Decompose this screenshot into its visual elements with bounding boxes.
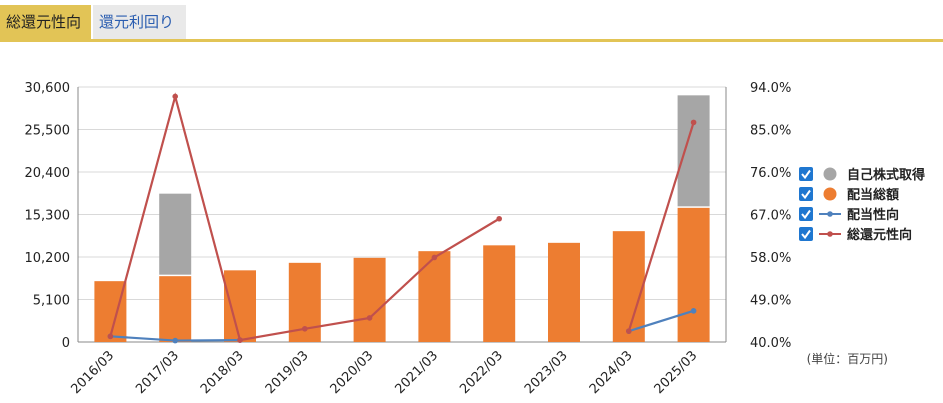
left-axis-tick-label: 15,300 [25, 209, 71, 224]
left-axis-tick-label: 5,100 [33, 294, 70, 309]
left-axis-tick-label: 10,200 [25, 251, 71, 266]
legend-label: 総還元性向 [847, 227, 912, 243]
right-axis-tick-label: 76.0% [750, 166, 791, 181]
dividend-bar[interactable] [94, 281, 127, 342]
legend-marker-dot [827, 211, 833, 217]
total-return-ratio-point[interactable] [366, 315, 373, 321]
legend-marker [823, 187, 837, 201]
x-axis-tick-label: 2016/03 [68, 348, 117, 397]
total-return-ratio-point[interactable] [107, 333, 114, 340]
x-axis-tick-label: 2017/03 [133, 348, 182, 397]
total-return-ratio-line [627, 122, 695, 332]
x-axis-tick-label: 2019/03 [263, 348, 312, 397]
dividend-bar[interactable] [224, 270, 256, 342]
dividend-bar[interactable] [353, 257, 386, 342]
tab-bar: 総還元性向 還元利回り [0, 0, 943, 42]
check-icon [801, 169, 811, 180]
legend-label: 配当総額 [847, 187, 899, 203]
total-return-ratio-point[interactable] [431, 254, 438, 261]
check-icon [801, 229, 811, 240]
legend-label: 自己株式取得 [847, 167, 925, 183]
dividend-bar[interactable] [548, 242, 580, 342]
left-axis-tick-label: 25,500 [25, 124, 71, 139]
total-return-ratio-point[interactable] [172, 93, 178, 100]
legend-marker-dot [827, 231, 833, 237]
right-axis-tick-label: 94.0% [750, 81, 791, 96]
legend-checkbox[interactable] [799, 227, 813, 241]
total-return-ratio-point[interactable] [496, 215, 503, 222]
buyback-bar[interactable] [677, 95, 710, 207]
left-axis-tick-label: 0 [62, 336, 70, 351]
total-return-ratio-point[interactable] [302, 325, 308, 332]
dividend-bar[interactable] [159, 276, 192, 342]
left-axis-tick-label: 30,600 [25, 81, 71, 96]
x-axis-tick-label: 2018/03 [198, 348, 247, 397]
total-return-ratio-point[interactable] [237, 337, 243, 343]
chart: 30,600 94.0% 25,500 85.0% 20,400 76.0% 15,300 6… [25, 81, 926, 397]
payout-ratio-point[interactable] [172, 337, 178, 344]
tab-total-return-ratio[interactable]: 総還元性向 [0, 5, 91, 39]
dividend-bar[interactable] [483, 245, 516, 342]
check-icon [801, 189, 811, 200]
x-axis-tick-label: 2024/03 [587, 348, 636, 397]
right-axis-tick-label: 40.0% [750, 336, 791, 351]
payout-ratio-line [628, 309, 694, 333]
payout-ratio-point[interactable] [690, 308, 697, 314]
buyback-bar[interactable] [159, 193, 192, 275]
x-axis-tick-label: 2021/03 [392, 348, 441, 397]
tab-return-yield[interactable]: 還元利回り [93, 5, 186, 39]
left-axis-tick-label: 20,400 [25, 166, 71, 181]
dividend-bar[interactable] [418, 251, 451, 342]
total-return-ratio-point[interactable] [626, 328, 632, 334]
right-axis-tick-label: 85.0% [750, 124, 791, 139]
right-axis-tick-label: 49.0% [750, 294, 791, 309]
unit-label: (単位：百万円) [807, 351, 888, 366]
legend-marker [823, 167, 837, 181]
x-axis-tick-label: 2020/03 [328, 348, 377, 397]
x-axis-tick-label: 2023/03 [522, 348, 571, 397]
legend-label: 配当性向 [847, 207, 899, 223]
dividend-bar[interactable] [612, 231, 645, 342]
total-return-ratio-point[interactable] [690, 119, 697, 126]
x-axis-tick-label: 2022/03 [457, 348, 506, 397]
dividend-bar[interactable] [677, 207, 710, 342]
legend-checkbox[interactable] [799, 187, 813, 201]
check-icon [801, 209, 811, 220]
x-axis-tick-label: 2025/03 [652, 348, 701, 397]
right-axis-tick-label: 67.0% [750, 209, 791, 224]
legend-checkbox[interactable] [799, 207, 813, 221]
legend-checkbox[interactable] [799, 167, 813, 181]
right-axis-tick-label: 58.0% [750, 251, 791, 266]
